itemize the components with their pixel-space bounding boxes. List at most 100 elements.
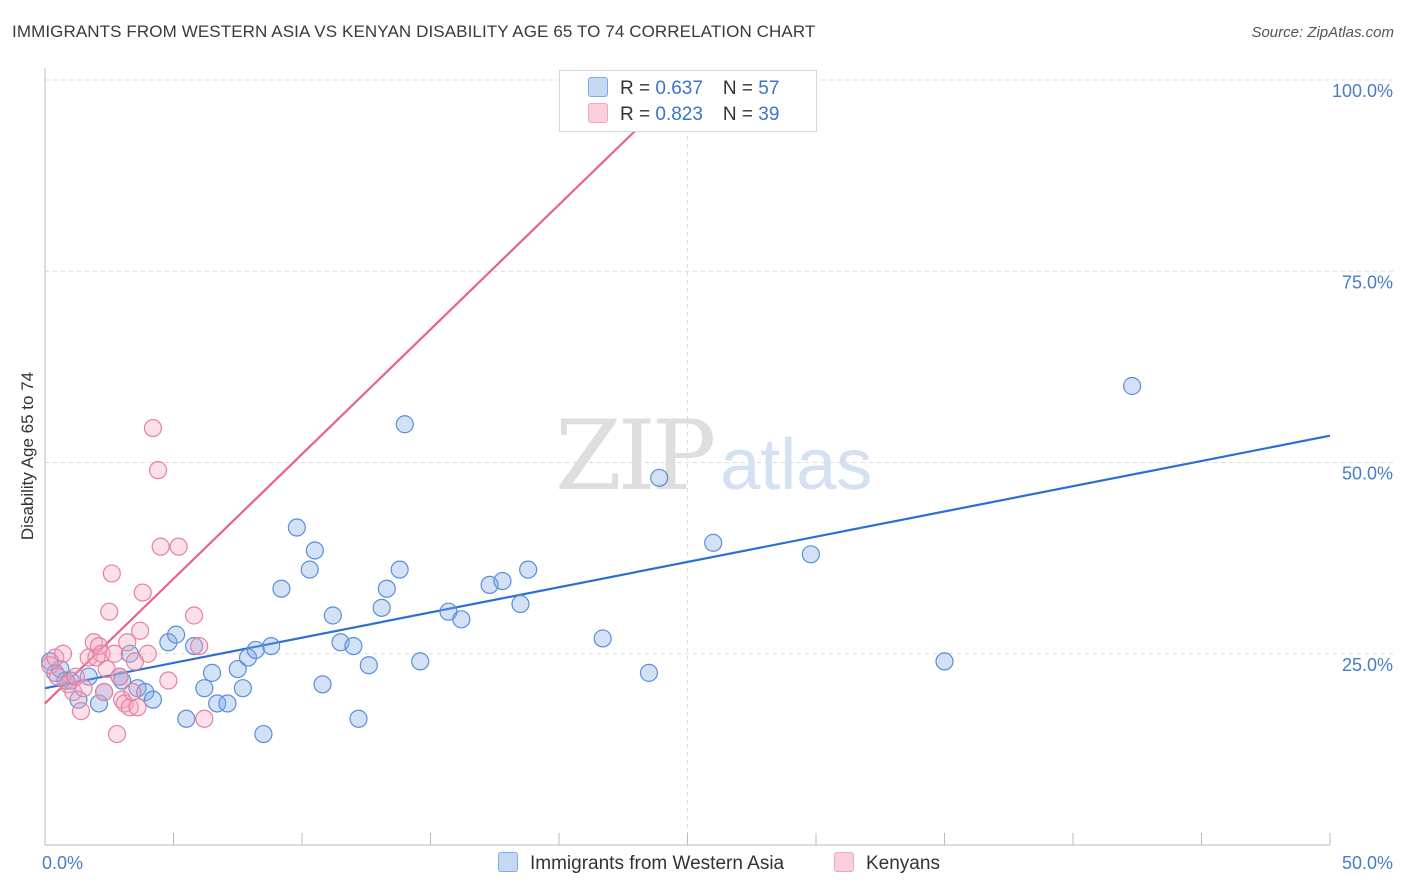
point-kenyans xyxy=(143,418,163,438)
point-kenyans xyxy=(48,667,67,686)
point-western-asia xyxy=(411,652,430,671)
point-kenyans xyxy=(102,564,121,583)
legend-n-value: 39 xyxy=(758,104,780,125)
point-kenyans xyxy=(190,636,209,656)
point-kenyans xyxy=(110,667,129,686)
point-western-asia xyxy=(344,636,363,656)
point-western-asia xyxy=(159,633,178,652)
tick-labels: 25.0% 50.0% 75.0% 100.0% 0.0% 50.0% xyxy=(42,81,1393,873)
point-western-asia xyxy=(1123,376,1142,396)
point-western-asia xyxy=(511,594,530,614)
point-western-asia xyxy=(639,663,659,682)
point-kenyans xyxy=(133,583,152,602)
source-credit: Source: ZipAtlas.com xyxy=(1251,24,1394,41)
legend-r-value: 0.637 xyxy=(655,78,703,99)
point-kenyans xyxy=(100,602,119,621)
point-western-asia xyxy=(305,541,324,560)
legend-swatch-kenyans xyxy=(588,103,608,123)
point-kenyans xyxy=(64,682,83,702)
point-western-asia xyxy=(323,606,342,625)
series-swatch-kenyans xyxy=(834,852,854,872)
point-kenyans xyxy=(159,671,178,690)
point-western-asia xyxy=(195,679,214,698)
y-tick-label: 100.0% xyxy=(1332,81,1393,101)
point-western-asia xyxy=(254,724,273,744)
point-kenyans xyxy=(169,537,188,556)
trend-lines xyxy=(44,79,1331,705)
legend-n-label: N = xyxy=(722,104,759,125)
legend-n-value: 57 xyxy=(758,78,780,99)
point-western-asia xyxy=(300,560,319,579)
point-kenyans xyxy=(71,702,91,721)
point-kenyans xyxy=(138,644,157,663)
point-kenyans xyxy=(195,709,214,728)
x-tick-label-max: 50.0% xyxy=(1342,853,1393,873)
point-western-asia xyxy=(143,690,163,709)
point-western-asia xyxy=(89,694,109,713)
point-kenyans xyxy=(120,698,139,717)
point-western-asia xyxy=(238,648,258,667)
point-western-asia xyxy=(79,667,98,686)
series-name-western-asia: Immigrants from Western Asia xyxy=(530,853,785,874)
series-legend-kenyans: Kenyans xyxy=(834,852,940,875)
watermark: ZIP atlas xyxy=(555,400,872,512)
point-western-asia xyxy=(519,560,538,579)
point-western-asia xyxy=(262,636,281,656)
point-western-asia xyxy=(493,571,512,591)
point-kenyans xyxy=(148,461,168,480)
point-western-asia xyxy=(377,579,396,598)
legend-swatch-western-asia xyxy=(588,77,608,97)
legend-n-label: N = xyxy=(722,78,759,99)
point-kenyans xyxy=(53,644,73,663)
point-kenyans xyxy=(118,633,137,652)
trend-line-kenyans xyxy=(44,79,689,705)
point-western-asia xyxy=(801,545,820,564)
series-name-kenyans: Kenyans xyxy=(866,853,940,874)
point-western-asia xyxy=(233,679,252,698)
point-kenyans xyxy=(107,724,127,744)
point-western-asia xyxy=(287,518,306,537)
point-western-asia xyxy=(349,709,368,728)
point-kenyans xyxy=(130,621,150,640)
point-western-asia xyxy=(202,663,222,682)
legend-row-western-asia: R = 0.637 N = 57 xyxy=(588,77,779,101)
point-western-asia xyxy=(650,468,669,487)
point-western-asia xyxy=(218,694,237,713)
point-western-asia xyxy=(313,675,332,694)
watermark-atlas: atlas xyxy=(720,425,873,505)
point-western-asia xyxy=(372,598,391,617)
y-tick-label: 25.0% xyxy=(1342,655,1393,675)
point-western-asia xyxy=(246,640,265,660)
point-kenyans xyxy=(184,606,204,625)
y-tick-label: 50.0% xyxy=(1342,464,1393,484)
trend-line-western-asia xyxy=(44,434,1331,690)
point-western-asia xyxy=(272,579,291,598)
point-western-asia xyxy=(228,659,247,679)
point-western-asia xyxy=(704,533,723,552)
x-tick-label-min: 0.0% xyxy=(42,853,83,873)
correlation-legend: R = 0.637 N = 57 R = 0.823 N = 39 xyxy=(559,70,817,132)
point-western-asia xyxy=(359,656,378,675)
point-western-asia xyxy=(452,610,471,629)
series-legend-western-asia: Immigrants from Western Asia xyxy=(498,852,784,875)
point-western-asia xyxy=(166,625,186,644)
series-swatch-western-asia xyxy=(498,852,518,872)
axes xyxy=(44,68,1331,846)
point-kenyans xyxy=(151,537,170,556)
point-western-asia xyxy=(177,709,196,728)
point-western-asia xyxy=(184,636,204,656)
watermark-zip: ZIP xyxy=(555,400,716,512)
point-western-asia xyxy=(208,694,227,713)
point-kenyans xyxy=(128,698,147,717)
point-western-asia xyxy=(935,652,954,671)
point-kenyans xyxy=(123,682,142,702)
data-points xyxy=(41,376,1142,744)
legend-r-value: 0.823 xyxy=(655,104,703,125)
point-western-asia xyxy=(390,560,409,579)
legend-r-label: R = xyxy=(620,78,656,99)
point-kenyans xyxy=(74,679,93,698)
legend-r-label: R = xyxy=(620,104,656,125)
point-western-asia xyxy=(395,415,414,434)
point-kenyans xyxy=(95,682,114,702)
